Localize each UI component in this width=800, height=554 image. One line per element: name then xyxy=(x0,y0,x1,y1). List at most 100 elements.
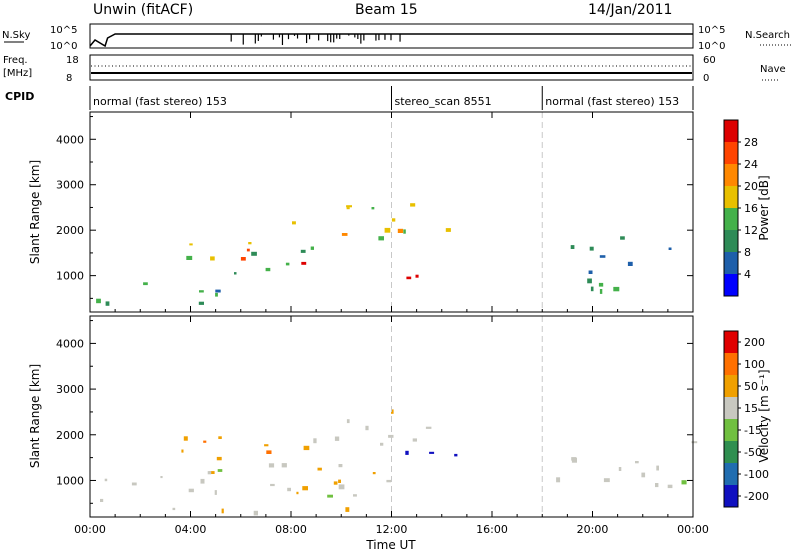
freq-tick-high: 18 xyxy=(66,55,79,66)
heat-cell xyxy=(667,484,673,489)
heat-cell xyxy=(618,467,622,471)
heat-cell xyxy=(214,490,217,495)
heat-cell xyxy=(300,249,306,253)
heat-cell xyxy=(405,450,409,455)
colorbar-tick-label: 50 xyxy=(744,380,758,393)
heat-cell xyxy=(386,479,392,483)
heat-cell xyxy=(620,236,625,240)
heat-cell xyxy=(454,453,458,457)
velocity-ylabel: Slant Range [km] xyxy=(28,364,42,468)
heat-cell xyxy=(253,510,258,516)
heat-cell xyxy=(265,267,271,272)
heat-cell xyxy=(270,483,275,487)
power-colorbar: 4 8 12 16 20 24 28 xyxy=(723,119,758,297)
colorbar-tick-label: 200 xyxy=(744,336,765,349)
heat-cell xyxy=(412,438,417,442)
colorbar-tick-label: 4 xyxy=(744,268,751,281)
colorbar-tick-label: 8 xyxy=(744,246,751,259)
ytick-label: 2000 xyxy=(56,224,84,237)
colorbar-swatch xyxy=(724,274,738,296)
heat-cell xyxy=(100,498,104,502)
heat-cell xyxy=(346,205,352,208)
ytick-label: 3000 xyxy=(56,179,84,192)
date-title: 14/Jan/2011 xyxy=(588,2,672,18)
heat-cell xyxy=(656,465,659,471)
colorbar-swatch xyxy=(724,120,738,142)
heat-cell xyxy=(234,272,237,275)
nsearch-tick-high: 10^5 xyxy=(698,25,725,36)
heat-cell xyxy=(327,494,333,498)
heat-cell xyxy=(105,301,110,306)
colorbar-frame xyxy=(723,330,739,508)
nsky-tick-low: 10^0 xyxy=(50,41,77,52)
colorbar-swatch xyxy=(724,485,738,507)
freq-tick-low: 8 xyxy=(66,73,72,84)
heat-cell xyxy=(189,243,193,246)
colorbar-swatch xyxy=(724,397,738,419)
colorbar-swatch xyxy=(724,186,738,208)
cpid-segment-label: normal (fast stereo) 153 xyxy=(93,95,227,108)
heat-cell xyxy=(131,482,137,486)
heat-cell xyxy=(353,494,357,497)
heat-cell xyxy=(668,247,672,250)
colorbar-tick-label: 16 xyxy=(744,202,758,215)
heat-cell xyxy=(406,276,412,280)
heat-cell xyxy=(410,203,416,207)
velocity-axes: 1000 2000 3000 4000 xyxy=(56,320,693,504)
heat-cell xyxy=(641,472,646,478)
heat-cell xyxy=(310,246,314,250)
beam-title: Beam 15 xyxy=(355,2,418,18)
heat-cell xyxy=(445,228,451,232)
heat-cell xyxy=(160,476,163,479)
heat-cell xyxy=(599,255,606,258)
heat-cell xyxy=(655,483,659,488)
xtick-label: 12:00 xyxy=(376,523,408,536)
heat-cell xyxy=(415,274,419,278)
nave-label: Nave xyxy=(760,64,786,75)
heat-cell xyxy=(215,292,218,297)
colorbar-tick-label: 15 xyxy=(744,402,758,415)
nave-tick-high: 60 xyxy=(703,55,716,66)
heat-cell xyxy=(681,480,687,485)
velocity-colorbar: 200 100 50 15 -15 -50 -100 -200 xyxy=(723,330,769,508)
xtick-label: 04:00 xyxy=(175,523,207,536)
cpid-label: CPID xyxy=(5,90,34,103)
colorbar-swatch xyxy=(724,230,738,252)
heat-cell xyxy=(215,289,221,293)
heat-cell xyxy=(341,233,348,236)
heat-cell xyxy=(292,221,296,225)
heat-cell xyxy=(181,449,184,453)
heat-cell xyxy=(217,469,223,472)
freq-label: Freq. xyxy=(3,55,28,66)
nsky-panel-frame xyxy=(89,23,694,49)
heat-cell xyxy=(143,282,148,286)
ytick-label: 1000 xyxy=(56,270,84,283)
colorbar-tick-label: -100 xyxy=(744,468,769,481)
heat-cell xyxy=(635,461,639,464)
cpid-segment-label: normal (fast stereo) 153 xyxy=(545,95,679,108)
heat-cell xyxy=(627,261,633,266)
xtick-label: 20:00 xyxy=(577,523,609,536)
heat-cell xyxy=(207,471,212,475)
heat-cell xyxy=(313,438,317,444)
heat-cell xyxy=(218,436,222,439)
power-ylabel: Slant Range [km] xyxy=(28,160,42,264)
heat-cell xyxy=(183,436,188,441)
heat-cell xyxy=(397,228,404,233)
heat-cell xyxy=(345,507,350,512)
heat-cell xyxy=(246,248,250,252)
heat-cell xyxy=(281,463,287,468)
heat-cell xyxy=(251,251,257,256)
heat-cell xyxy=(264,444,269,447)
heat-cell xyxy=(403,229,406,234)
heat-cell xyxy=(391,218,396,222)
heat-cell xyxy=(248,242,252,245)
colorbar-swatch xyxy=(724,419,738,441)
heat-cell xyxy=(303,445,310,451)
heat-cell xyxy=(588,270,593,274)
heat-cell xyxy=(346,419,350,424)
heat-cell xyxy=(203,440,207,443)
ytick-label: 4000 xyxy=(56,133,84,146)
heat-cell xyxy=(371,207,375,210)
ytick-label: 4000 xyxy=(56,337,84,350)
